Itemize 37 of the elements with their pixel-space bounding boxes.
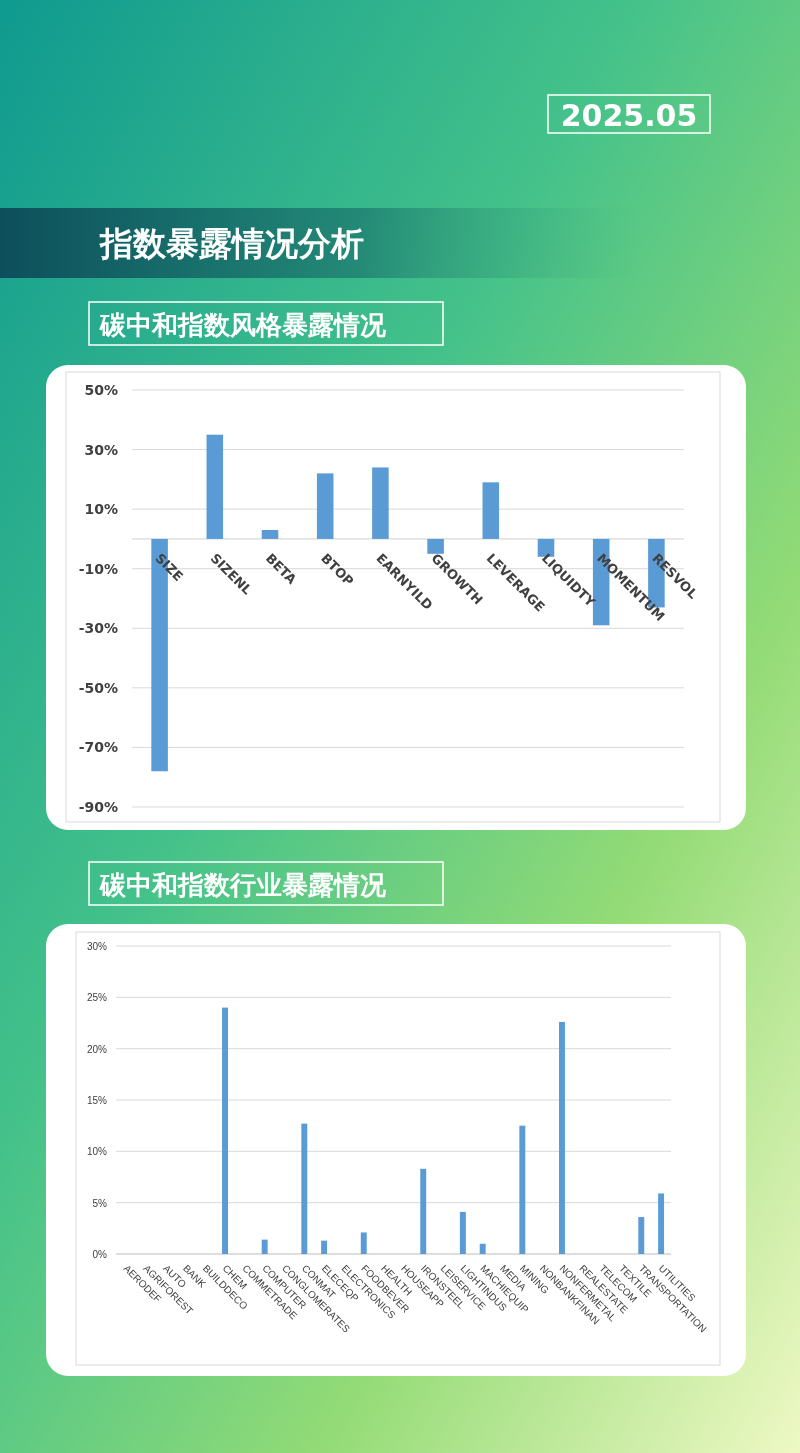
- bar: [372, 467, 389, 539]
- bar: [261, 1239, 268, 1254]
- y-tick-label: -70%: [78, 739, 118, 756]
- y-tick-label: -90%: [78, 799, 118, 815]
- bar: [482, 482, 500, 539]
- bar: [301, 1123, 308, 1254]
- text: 2025.05: [560, 97, 698, 133]
- y-tick-label: 5%: [92, 1197, 108, 1209]
- y-tick-label: 20%: [86, 1043, 108, 1055]
- text: 指数暴露情况分析: [98, 223, 364, 263]
- y-tick-label: -30%: [78, 620, 118, 637]
- y-tick-label: 10%: [86, 1145, 108, 1157]
- y-tick-label: 50%: [84, 382, 118, 398]
- y-tick-label: 30%: [84, 441, 118, 458]
- bar: [559, 1021, 565, 1254]
- bar: [459, 1211, 466, 1254]
- chart-title: 碳中和指数行业暴露情况: [99, 869, 387, 900]
- bar: [321, 1240, 328, 1254]
- y-tick-label: 10%: [84, 501, 118, 518]
- bar: [420, 1168, 427, 1254]
- y-tick-label: -50%: [78, 679, 118, 696]
- bar: [316, 473, 334, 539]
- y-tick-label: -10%: [78, 560, 118, 577]
- bar: [638, 1217, 645, 1254]
- bar: [222, 1007, 228, 1254]
- y-tick-label: 0%: [92, 1248, 108, 1260]
- y-tick-label: 25%: [86, 991, 108, 1003]
- bar: [427, 538, 444, 554]
- bar: [519, 1125, 526, 1254]
- bar: [658, 1193, 665, 1254]
- bar: [479, 1243, 486, 1254]
- y-tick-label: 30%: [86, 940, 108, 952]
- bar: [261, 529, 279, 539]
- y-tick-label: 15%: [86, 1094, 108, 1106]
- bar: [360, 1232, 367, 1254]
- chart-title: 碳中和指数风格暴露情况: [99, 309, 387, 340]
- bar: [206, 434, 224, 539]
